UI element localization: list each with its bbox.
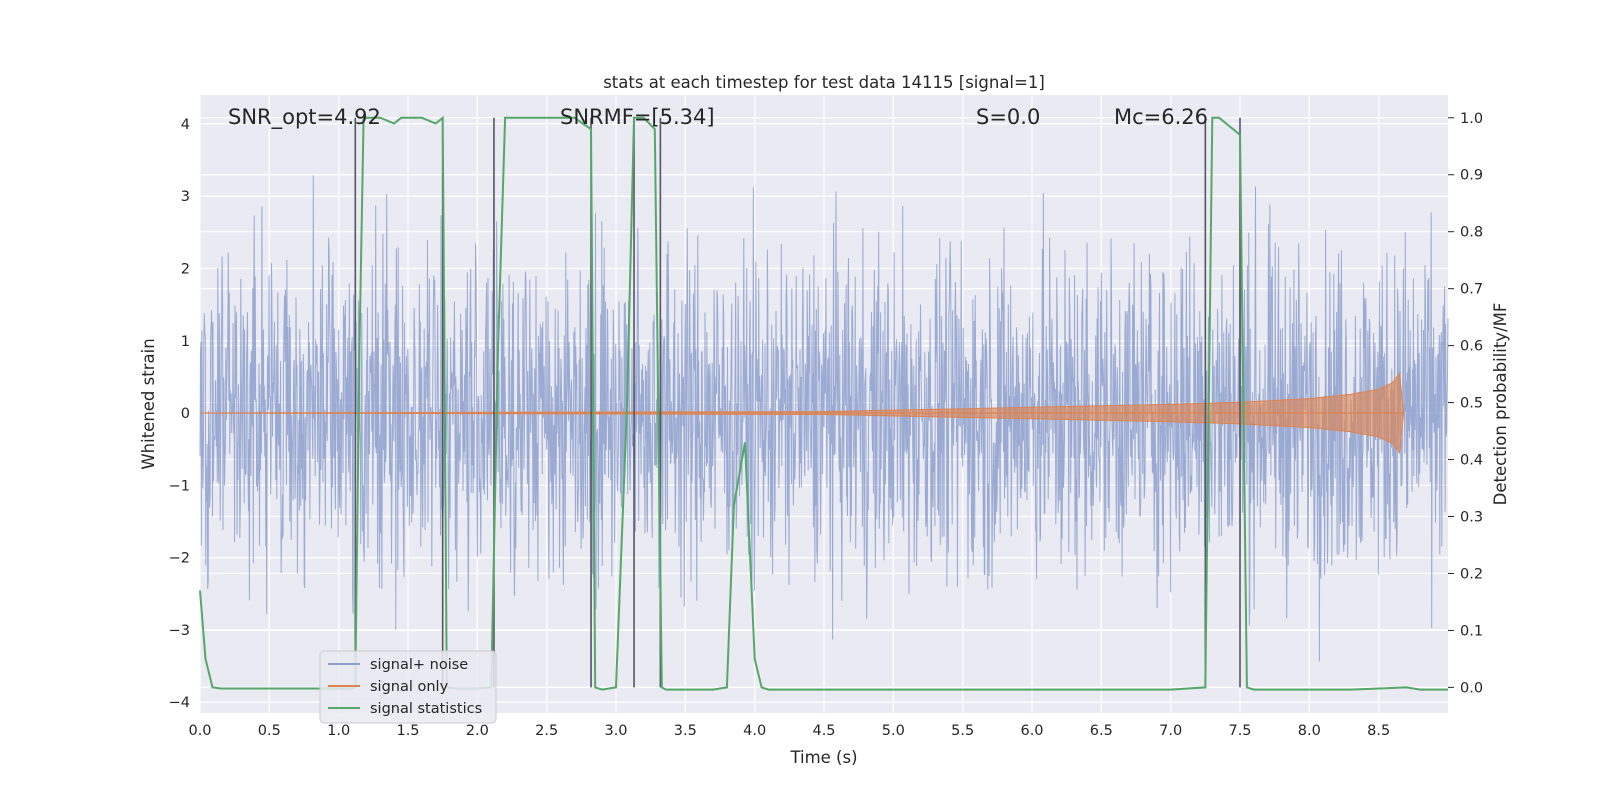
y-right-tick-label: 0.8 [1460,225,1483,241]
x-tick-label: 4.5 [812,723,835,739]
x-tick-label: 3.0 [604,723,627,739]
x-tick-label: 8.0 [1298,723,1321,739]
y-right-tick-label: 0.3 [1460,509,1483,525]
y-tick-label: −3 [169,623,190,639]
x-tick-label: 1.5 [396,723,419,739]
annotation-snr-opt: SNR_opt=4.92 [228,105,381,130]
y-right-tick-label: 0.4 [1460,453,1483,469]
y-right-tick-label: 0.7 [1460,282,1483,298]
y-right-tick-label: 0.0 [1460,680,1483,696]
x-axis-ticks: 0.0 0.5 1.0 1.5 2.0 2.5 3.0 3.5 4.0 4.5 5.0 5.5 6.0 6… [188,723,1390,739]
x-tick-label: 7.0 [1159,723,1182,739]
x-tick-label: 0.0 [188,723,211,739]
annotation-mc: Mc=6.26 [1114,105,1208,129]
x-tick-label: 6.5 [1090,723,1113,739]
y-tick-label: −2 [169,551,190,567]
y-tick-label: 1 [181,334,190,350]
y-tick-label: 2 [181,261,190,277]
y-tick-label: −4 [169,695,190,711]
x-tick-label: 5.0 [882,723,905,739]
x-tick-label: 0.5 [258,723,281,739]
annotation-snr-mf: SNRMF=[5.34] [560,105,715,129]
signal-series [199,371,1405,455]
y-tick-label: 3 [181,189,190,205]
x-tick-label: 2.0 [466,723,489,739]
y-right-tick-label: 0.5 [1460,396,1483,412]
y-tick-label: −1 [169,478,190,494]
x-tick-label: 2.5 [535,723,558,739]
annotation-s: S=0.0 [976,105,1040,129]
statistics-line [199,115,1448,691]
x-tick-label: 6.0 [1020,723,1043,739]
x-axis-label: Time (s) [789,748,857,767]
y-tick-label: 4 [181,117,190,133]
y-right-tick-label: 0.1 [1460,623,1483,639]
x-tick-label: 1.0 [327,723,350,739]
legend-label-statistics: signal statistics [370,701,482,717]
legend-label-signal: signal only [370,679,449,695]
x-tick-label: 4.0 [743,723,766,739]
y-axis-ticks: 4 3 2 1 0 −1 −2 −3 −4 [169,117,190,711]
x-tick-label: 5.5 [951,723,974,739]
y-right-tick-label: 1.0 [1460,111,1483,127]
legend-box [319,650,497,724]
y-tick-label: 0 [181,406,190,422]
legend: signal+ noise signal only signal statist… [319,650,497,724]
statistics-series [199,115,1448,691]
x-tick-label: 7.5 [1228,723,1251,739]
y-right-axis-label: Detection probability/MF [1491,303,1510,506]
y-axis-label: Whitened strain [139,338,158,469]
x-tick-label: 3.5 [674,723,697,739]
y-right-tick-label: 0.6 [1460,339,1483,355]
y-right-axis-ticks: 1.0 0.9 0.8 0.7 0.6 0.5 0.4 0.3 0.2 0.1 0.0 [1448,111,1483,696]
chart-title: stats at each timestep for test data 141… [603,73,1045,92]
y-right-tick-label: 0.2 [1460,566,1483,582]
legend-label-noise: signal+ noise [370,657,468,673]
x-tick-label: 8.5 [1367,723,1390,739]
y-right-tick-label: 0.9 [1460,168,1483,184]
